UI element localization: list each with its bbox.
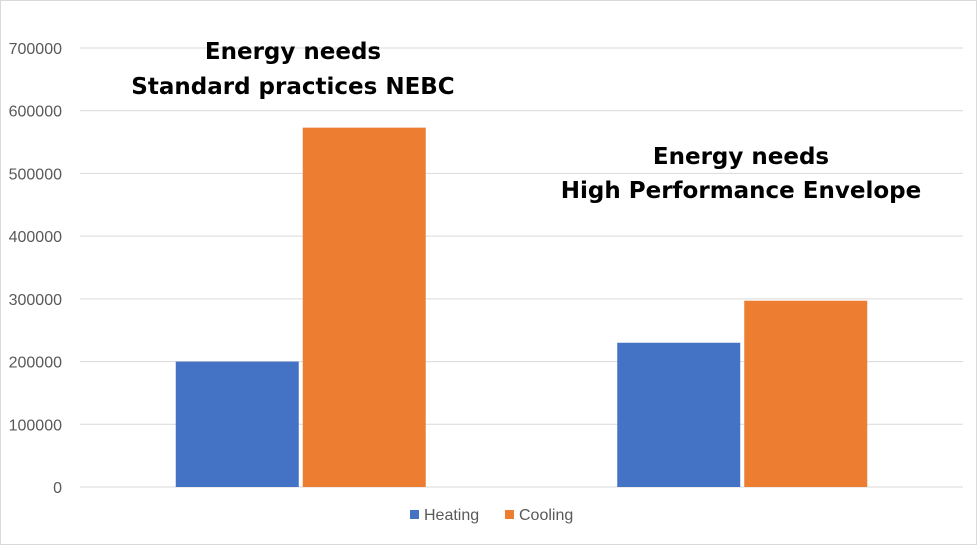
y-tick-label: 200000 <box>9 355 62 372</box>
y-tick-label: 300000 <box>9 292 62 309</box>
bars <box>175 127 868 487</box>
y-tick-label: 400000 <box>9 229 62 246</box>
annotation-high-performance-line-2: High Performance Envelope <box>561 178 921 204</box>
legend-swatch-heating <box>410 510 419 519</box>
y-tick-label: 100000 <box>9 417 62 434</box>
legend-swatch-cooling <box>505 510 514 519</box>
y-tick-label: 500000 <box>9 166 62 183</box>
annotation-standard: Energy needs Standard practices NEBC <box>131 39 454 100</box>
legend-label-heating: Heating <box>424 507 479 524</box>
annotation-standard-line-2: Standard practices NEBC <box>131 74 454 100</box>
bar-cooling-2 <box>744 300 868 487</box>
annotation-high-performance: Energy needs High Performance Envelope <box>561 144 921 204</box>
bar-heating-2 <box>617 342 741 487</box>
annotation-high-performance-line-1: Energy needs <box>653 144 829 170</box>
y-axis-tick-labels: 0 100000 200000 300000 400000 500000 600000 700… <box>9 41 62 497</box>
annotation-standard-line-1: Energy needs <box>205 39 381 65</box>
y-tick-label: 0 <box>53 480 62 497</box>
legend-label-cooling: Cooling <box>519 507 573 524</box>
bar-cooling-1 <box>302 127 426 487</box>
y-tick-label: 700000 <box>9 41 62 58</box>
legend: Heating Cooling <box>410 507 573 524</box>
bar-heating-1 <box>175 361 299 487</box>
y-tick-label: 600000 <box>9 104 62 121</box>
